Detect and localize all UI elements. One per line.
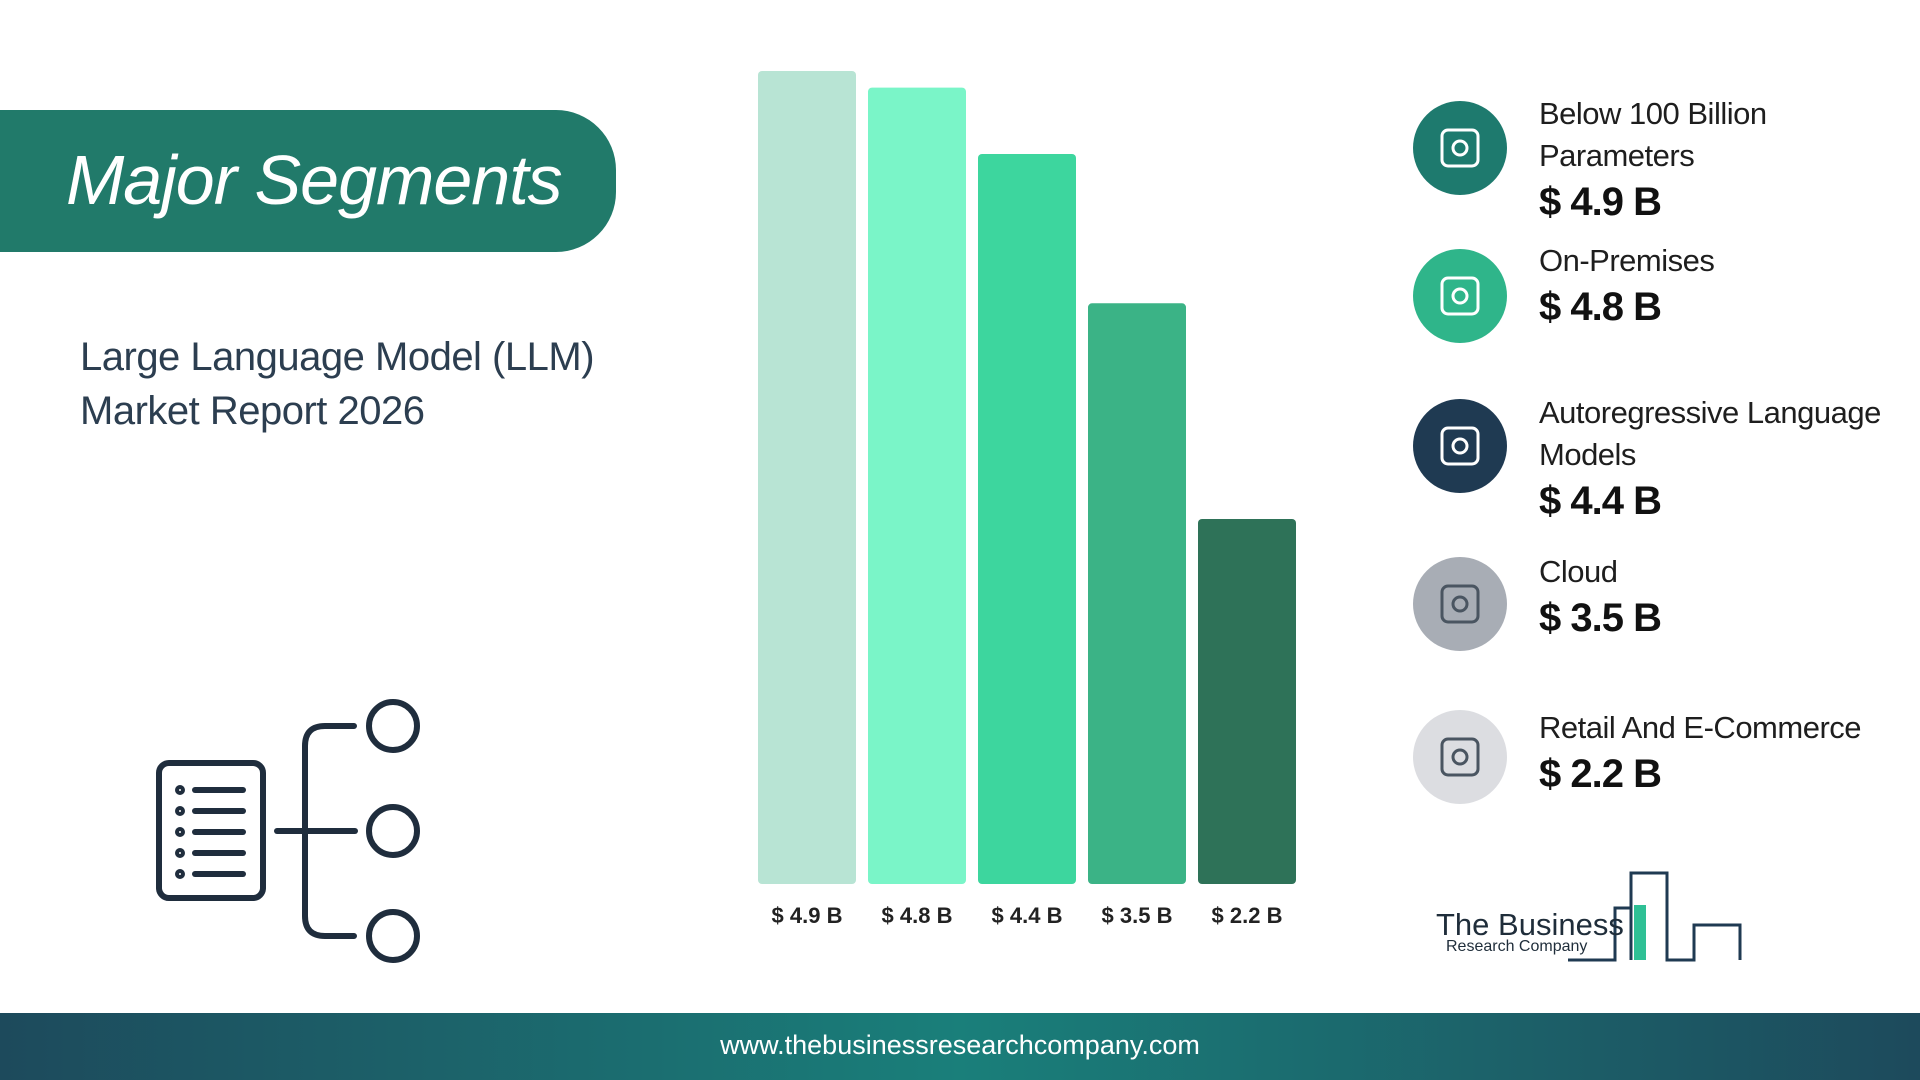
legend-name: Retail And E-Commerce bbox=[1539, 710, 1862, 745]
footer: www.thebusinessresearchcompany.com bbox=[0, 1013, 1920, 1080]
bar-value-label: $ 4.8 B bbox=[881, 903, 953, 928]
bar-value-label: $ 2.2 B bbox=[1211, 903, 1283, 928]
legend-value: $ 4.9 B bbox=[1539, 180, 1662, 224]
legend-icon bbox=[1413, 399, 1507, 493]
bar bbox=[758, 71, 856, 884]
legend-icon-glyph bbox=[1440, 276, 1480, 316]
legend-icon-glyph bbox=[1440, 584, 1480, 624]
logo-graphic bbox=[1568, 871, 1742, 962]
legend-icon-glyph bbox=[1451, 748, 1469, 766]
legend-item: Autoregressive Language Models $ 4.4 B bbox=[1539, 392, 1899, 526]
legend-icon-glyph bbox=[1451, 437, 1469, 455]
title-banner: Major Segments bbox=[0, 110, 616, 252]
footer-url: www.thebusinessresearchcompany.com bbox=[720, 1030, 1200, 1060]
legend-icon bbox=[1413, 249, 1507, 343]
logo-tagline: Research Company bbox=[1446, 938, 1588, 955]
bar bbox=[1088, 303, 1186, 884]
segments-icon bbox=[156, 699, 420, 963]
subtitle: Large Language Model (LLM) Market Report… bbox=[80, 335, 595, 433]
legend-icon-glyph bbox=[1440, 737, 1480, 777]
bar-value-label: $ 3.5 B bbox=[1101, 903, 1173, 928]
bar bbox=[978, 153, 1076, 885]
legend-name: Autoregressive Language Models bbox=[1539, 395, 1881, 472]
legend-value: $ 4.4 B bbox=[1539, 479, 1662, 523]
legend-item: Retail And E-Commerce $ 2.2 B bbox=[1539, 707, 1899, 799]
legend-name: Cloud bbox=[1539, 554, 1618, 589]
logo-name: The Business bbox=[1436, 907, 1624, 942]
bar bbox=[1198, 518, 1296, 884]
legend-icon-glyph bbox=[1440, 128, 1480, 168]
legend-value: $ 4.8 B bbox=[1539, 285, 1662, 329]
legend-icon-glyph bbox=[1451, 287, 1469, 305]
legend-icon bbox=[1413, 557, 1507, 651]
legend-value: $ 3.5 B bbox=[1539, 596, 1662, 640]
title: Major Segments bbox=[66, 141, 563, 219]
legend-icon bbox=[1413, 710, 1507, 804]
legend-icon-glyph bbox=[1451, 139, 1469, 157]
legend-item: On-Premises $ 4.8 B bbox=[1539, 240, 1899, 332]
legend-name: On-Premises bbox=[1539, 243, 1715, 278]
legend-name: Below 100 Billion Parameters bbox=[1539, 96, 1767, 173]
legend-item: Cloud $ 3.5 B bbox=[1539, 551, 1899, 643]
bar-value-label: $ 4.4 B bbox=[991, 903, 1063, 928]
legend-icon-glyph bbox=[1451, 595, 1469, 613]
legend-item: Below 100 Billion Parameters $ 4.9 B bbox=[1539, 93, 1899, 227]
bar bbox=[868, 87, 966, 884]
legend-icon bbox=[1413, 101, 1507, 195]
bar-value-label: $ 4.9 B bbox=[771, 903, 843, 928]
legend-value: $ 2.2 B bbox=[1539, 752, 1662, 796]
legend-icon-glyph bbox=[1440, 426, 1480, 466]
